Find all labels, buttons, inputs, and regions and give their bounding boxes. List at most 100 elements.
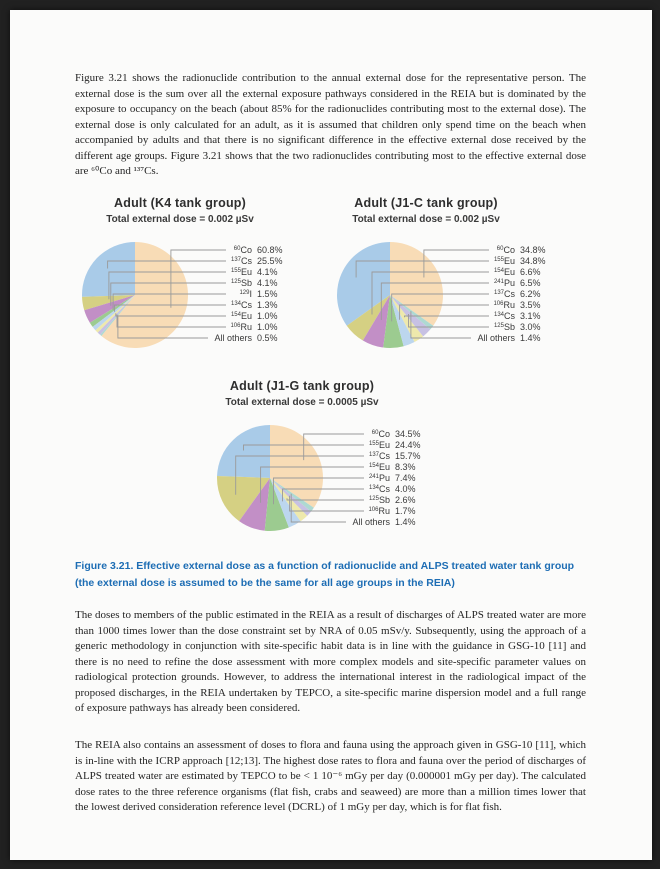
pie-slice: [390, 295, 434, 330]
pie-label-nuclide: 125Sb: [494, 322, 515, 332]
pie-label-nuclide: 155Eu: [231, 267, 252, 277]
pie-label-value: 15.7%: [395, 451, 421, 461]
pie-leader-line: [391, 293, 489, 322]
pie-label-value: 60.8%: [257, 245, 283, 255]
chart-j1g-subtitle: Total external dose = 0.0005 µSv: [225, 397, 379, 408]
pie-slice: [390, 295, 415, 347]
pie-slice: [89, 295, 135, 327]
pie-leader-line: [355, 260, 489, 278]
pie-leader-line: [303, 433, 364, 461]
paragraph-flora-fauna: The REIA also contains an assessment of …: [75, 739, 586, 813]
chart-j1c-title: Adult (J1-C tank group): [354, 196, 498, 210]
pie-label-value: 24.4%: [395, 440, 421, 450]
paragraph-intro: Figure 3.21 shows the radionuclide contr…: [75, 72, 586, 177]
pie-label-nuclide: All others: [214, 333, 252, 343]
chart-j1c-header: Adult (J1-C tank group) Total external d…: [301, 196, 551, 225]
pie-leader-line: [110, 282, 226, 306]
pie-label-value: 4.1%: [257, 278, 278, 288]
pie-label-value: 34.8%: [520, 256, 546, 266]
pie-label-nuclide: 125Sb: [231, 278, 252, 288]
pie-leader-line: [243, 444, 364, 451]
pie-label-nuclide: 241Pu: [494, 278, 515, 288]
pie-label-nuclide: 154Eu: [231, 311, 252, 321]
pie-leader-line: [235, 455, 364, 495]
pie-label-value: 6.6%: [520, 267, 541, 277]
pie-label-value: 3.5%: [520, 300, 541, 310]
pie-label-value: 6.5%: [520, 278, 541, 288]
pie-label-nuclide: 106Ru: [493, 300, 515, 310]
pie-label-value: 0.5%: [257, 333, 278, 343]
pie-leader-line: [289, 495, 364, 512]
pie-label-value: 1.7%: [395, 506, 416, 516]
pie-leader-line: [117, 315, 208, 339]
pie-slice: [92, 295, 135, 331]
pie-slice: [239, 478, 270, 531]
paragraph-doses-public: The doses to members of the public estim…: [75, 609, 586, 714]
pie-label-value: 34.8%: [520, 245, 546, 255]
pie-leader-line: [286, 498, 364, 501]
pie-chart-j1c: 60Co 34.8% 155Eu 34.8% 154Eu 6.6% 241Pu 6.5% 137…: [336, 242, 546, 348]
pie-leader-line: [114, 304, 226, 312]
pie-label-value: 3.1%: [520, 311, 541, 321]
chart-j1g-title: Adult (J1-G tank group): [229, 379, 375, 393]
pie-leader-line: [260, 466, 364, 503]
pie-label-nuclide: 134Cs: [369, 484, 391, 494]
pie-leader-line: [410, 311, 471, 339]
pie-label-value: 1.3%: [257, 300, 278, 310]
chart-k4-subtitle: Total external dose = 0.002 µSv: [106, 214, 254, 225]
pie-label-nuclide: 241Pu: [369, 473, 390, 483]
pie-slice: [95, 295, 135, 333]
pie-label-nuclide: 125Sb: [369, 495, 390, 505]
pie-label-nuclide: 134Cs: [494, 311, 516, 321]
pie-label-nuclide: 154Eu: [494, 267, 515, 277]
pie-label-value: 2.6%: [395, 495, 416, 505]
pie-chart-j1g: 60Co 34.5% 155Eu 24.4% 137Cs 15.7% 154Eu 8.3% 24…: [217, 425, 421, 531]
pie-leader-line: [108, 271, 226, 300]
pie-slice: [336, 242, 390, 326]
pie-leader-line: [404, 315, 489, 318]
pie-label-value: 1.5%: [257, 289, 278, 299]
pie-slice: [390, 295, 424, 342]
pie-label-nuclide: 137Cs: [369, 451, 391, 461]
pie-leader-line: [170, 249, 226, 308]
pie-slice: [270, 478, 312, 516]
pie-slice: [82, 295, 135, 311]
pie-label-nuclide: 60Co: [372, 429, 390, 439]
pie-label-nuclide: 154Eu: [369, 462, 390, 472]
pie-leader-line: [290, 493, 346, 523]
pie-leader-line: [116, 314, 226, 328]
pie-label-nuclide: 155Eu: [369, 440, 390, 450]
pie-slice: [346, 295, 390, 341]
pie-label-nuclide: 134Cs: [231, 300, 253, 310]
pie-label-nuclide: 106Ru: [230, 322, 252, 332]
pie-label-nuclide: 129I: [239, 289, 252, 299]
pie-leader-line: [107, 260, 226, 269]
pie-label-value: 1.4%: [520, 333, 541, 343]
chart-j1g-header: Adult (J1-G tank group) Total external d…: [177, 379, 427, 408]
pie-label-nuclide: 106Ru: [368, 506, 390, 516]
pie-label-nuclide: 137Cs: [494, 289, 516, 299]
pie-leader-line: [371, 271, 489, 315]
chart-k4-title: Adult (K4 tank group): [114, 196, 246, 210]
pie-label-value: 8.3%: [395, 462, 416, 472]
pie-label-nuclide: 137Cs: [231, 256, 253, 266]
pie-slice: [217, 425, 270, 478]
pie-slice: [362, 295, 390, 348]
pie-slice: [383, 295, 404, 348]
pie-leader-line: [282, 488, 364, 502]
pie-label-value: 1.0%: [257, 322, 278, 332]
pie-leader-line: [399, 304, 489, 320]
pie-label-value: 3.0%: [520, 322, 541, 332]
chart-k4-header: Adult (K4 tank group) Total external dos…: [55, 196, 305, 225]
figure-caption: Figure 3.21. Effective external dose as …: [75, 560, 575, 589]
pie-label-nuclide: 155Eu: [494, 256, 515, 266]
document-page: Figure 3.21 shows the radionuclide contr…: [10, 10, 652, 860]
pie-label-value: 34.5%: [395, 429, 421, 439]
pie-leader-line: [423, 249, 489, 278]
pie-label-value: 1.4%: [395, 517, 416, 527]
pie-label-value: 4.0%: [395, 484, 416, 494]
pie-label-nuclide: All others: [352, 517, 390, 527]
pie-label-nuclide: 60Co: [497, 245, 515, 255]
pie-leader-line: [408, 314, 489, 328]
